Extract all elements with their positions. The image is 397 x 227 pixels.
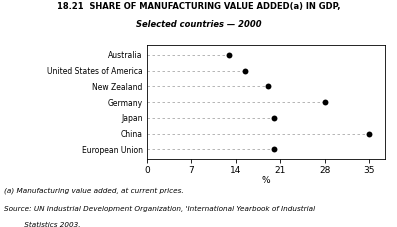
- Text: Source: UN Industrial Development Organization, 'International Yearbook of Indus: Source: UN Industrial Development Organi…: [4, 205, 315, 212]
- Point: [271, 148, 277, 151]
- Text: 18.21  SHARE OF MANUFACTURING VALUE ADDED(a) IN GDP,: 18.21 SHARE OF MANUFACTURING VALUE ADDED…: [57, 2, 340, 11]
- Point: [264, 85, 271, 88]
- Point: [366, 132, 372, 136]
- Point: [226, 53, 233, 57]
- Point: [242, 69, 249, 72]
- Point: [271, 116, 277, 120]
- Point: [322, 100, 328, 104]
- X-axis label: %: %: [262, 176, 270, 185]
- Text: Statistics 2003.: Statistics 2003.: [4, 222, 81, 227]
- Text: (a) Manufacturing value added, at current prices.: (a) Manufacturing value added, at curren…: [4, 187, 183, 194]
- Text: Selected countries — 2000: Selected countries — 2000: [136, 20, 261, 30]
